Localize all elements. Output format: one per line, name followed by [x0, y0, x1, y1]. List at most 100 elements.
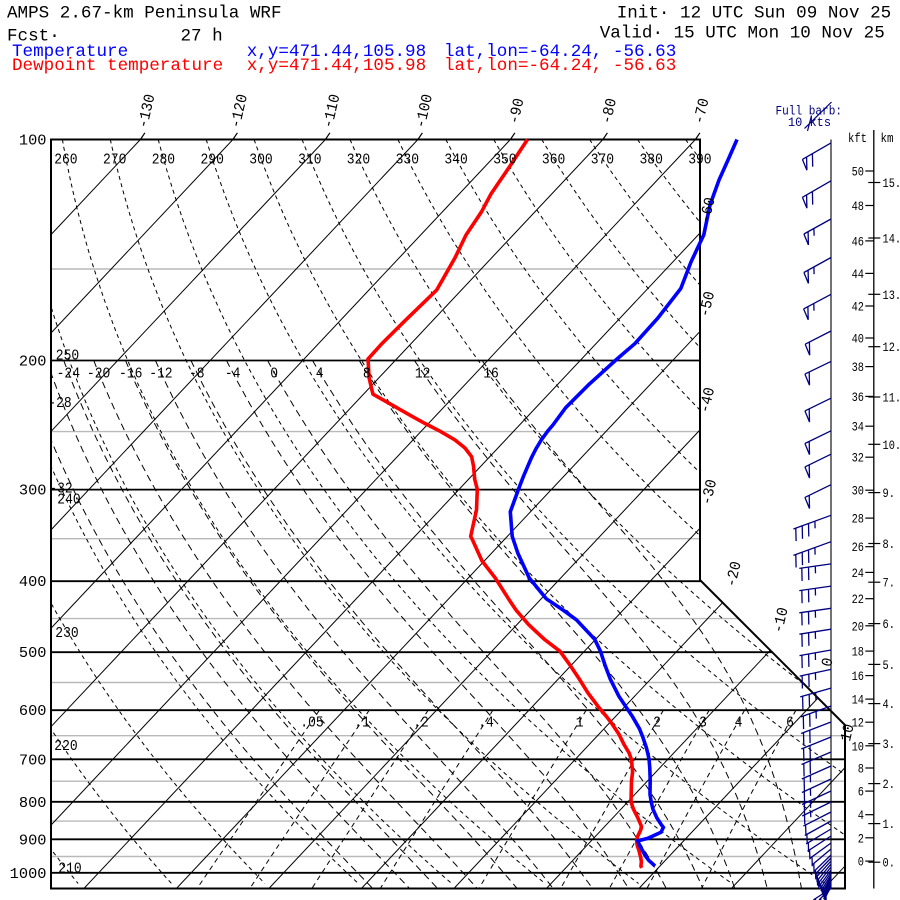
svg-text:.1: .1	[354, 715, 370, 732]
svg-text:1: 1	[576, 715, 584, 732]
svg-text:.2: .2	[413, 715, 429, 732]
svg-text:.4: .4	[478, 715, 494, 732]
svg-text:-80: -80	[598, 97, 621, 126]
svg-text:370: 370	[591, 152, 614, 169]
svg-text:6: 6	[858, 785, 864, 800]
svg-text:12: 12	[415, 366, 431, 383]
svg-text:26: 26	[852, 540, 864, 555]
svg-text:210: 210	[58, 861, 81, 878]
svg-text:380: 380	[640, 152, 663, 169]
svg-text:12: 12	[852, 716, 864, 731]
svg-text:48: 48	[852, 199, 864, 214]
svg-text:2: 2	[653, 715, 661, 732]
svg-text:kft: kft	[848, 131, 867, 146]
svg-text:230: 230	[55, 625, 78, 642]
svg-text:-28: -28	[48, 395, 71, 412]
svg-text:8.: 8.	[883, 537, 895, 552]
svg-text:200: 200	[19, 354, 47, 371]
svg-text:10: 10	[837, 722, 858, 743]
svg-text:x,y=471.44,105.98: x,y=471.44,105.98	[247, 42, 427, 62]
svg-text:34: 34	[852, 420, 865, 435]
svg-text:4: 4	[858, 808, 864, 823]
svg-text:Init· 12 UTC Sun 09 Nov 25: Init· 12 UTC Sun 09 Nov 25	[617, 4, 892, 24]
svg-text:320: 320	[347, 152, 370, 169]
svg-text:Temperature: Temperature	[12, 42, 128, 62]
svg-text:330: 330	[396, 152, 419, 169]
svg-text:-10: -10	[769, 606, 792, 635]
svg-text:290: 290	[201, 152, 224, 169]
svg-text:300: 300	[19, 483, 47, 500]
svg-text:15.: 15.	[883, 176, 900, 191]
svg-text:10.: 10.	[883, 438, 900, 453]
svg-text:36: 36	[852, 390, 864, 405]
svg-text:km: km	[881, 131, 894, 146]
svg-text:16: 16	[852, 669, 864, 684]
svg-text:-90: -90	[505, 97, 528, 126]
svg-text:38: 38	[852, 360, 864, 375]
svg-text:24: 24	[852, 566, 865, 581]
svg-text:32: 32	[852, 451, 864, 466]
svg-text:0.: 0.	[883, 856, 895, 871]
svg-text:42: 42	[852, 300, 864, 315]
svg-text:-20: -20	[722, 560, 745, 589]
svg-text:8: 8	[858, 762, 864, 777]
svg-text:-40: -40	[696, 386, 719, 415]
svg-text:30: 30	[852, 484, 864, 499]
svg-text:260: 260	[54, 152, 77, 169]
svg-text:-32: -32	[49, 481, 72, 498]
svg-text:500: 500	[19, 645, 47, 662]
svg-text:12.: 12.	[883, 340, 900, 355]
svg-text:16: 16	[483, 366, 499, 383]
svg-text:220: 220	[54, 738, 77, 755]
svg-text:-8: -8	[189, 366, 205, 383]
svg-text:Dewpoint temperature: Dewpoint temperature	[12, 56, 223, 76]
svg-text:9.: 9.	[883, 486, 895, 501]
svg-text:4: 4	[735, 715, 743, 732]
svg-text:x,y=471.44,105.98: x,y=471.44,105.98	[247, 56, 427, 76]
svg-text:8: 8	[363, 366, 371, 383]
svg-text:4: 4	[316, 366, 324, 383]
svg-text:Fcst·: Fcst·	[7, 27, 60, 47]
svg-text:14: 14	[852, 693, 865, 708]
svg-text:20: 20	[852, 619, 864, 634]
svg-text:700: 700	[19, 752, 47, 769]
svg-text:AMPS 2.67-km Peninsula WRF: AMPS 2.67-km Peninsula WRF	[7, 4, 282, 24]
svg-text:-24: -24	[57, 366, 80, 383]
svg-text:2.: 2.	[883, 777, 895, 792]
svg-text:5.: 5.	[883, 658, 895, 673]
svg-text:28: 28	[852, 512, 864, 527]
svg-text:-60: -60	[696, 196, 719, 225]
svg-text:390: 390	[688, 152, 711, 169]
svg-text:270: 270	[103, 152, 126, 169]
svg-text:300: 300	[249, 152, 272, 169]
svg-text:Valid· 15 UTC Mon 10 Nov 25: Valid· 15 UTC Mon 10 Nov 25	[600, 24, 885, 44]
svg-text:40: 40	[852, 332, 864, 347]
svg-text:100: 100	[19, 133, 47, 150]
svg-text:11.: 11.	[883, 391, 900, 406]
svg-text:400: 400	[19, 574, 47, 591]
svg-text:13.: 13.	[883, 288, 900, 303]
svg-text:22: 22	[852, 592, 864, 607]
svg-text:1000: 1000	[10, 866, 47, 883]
svg-text:3.: 3.	[883, 737, 895, 752]
svg-text:-12: -12	[149, 366, 172, 383]
svg-text:2: 2	[858, 831, 864, 846]
svg-text:3: 3	[699, 715, 707, 732]
svg-text:lat,lon=-64.24, -56.63: lat,lon=-64.24, -56.63	[444, 42, 676, 62]
svg-text:6.: 6.	[883, 617, 895, 632]
svg-text:lat,lon=-64.24, -56.63: lat,lon=-64.24, -56.63	[444, 56, 676, 76]
svg-text:240: 240	[57, 492, 80, 509]
svg-text:10: 10	[852, 739, 864, 754]
svg-text:350: 350	[493, 152, 516, 169]
svg-text:310: 310	[298, 152, 321, 169]
svg-text:900: 900	[19, 832, 47, 849]
svg-text:6: 6	[786, 715, 794, 732]
svg-text:18: 18	[852, 645, 864, 660]
svg-text:27 h: 27 h	[181, 27, 223, 47]
svg-text:0: 0	[818, 656, 837, 668]
svg-text:46: 46	[852, 234, 864, 249]
svg-text:50: 50	[852, 165, 864, 180]
svg-text:1.: 1.	[883, 817, 895, 832]
svg-text:7.: 7.	[883, 576, 895, 591]
svg-text:0: 0	[270, 366, 278, 383]
